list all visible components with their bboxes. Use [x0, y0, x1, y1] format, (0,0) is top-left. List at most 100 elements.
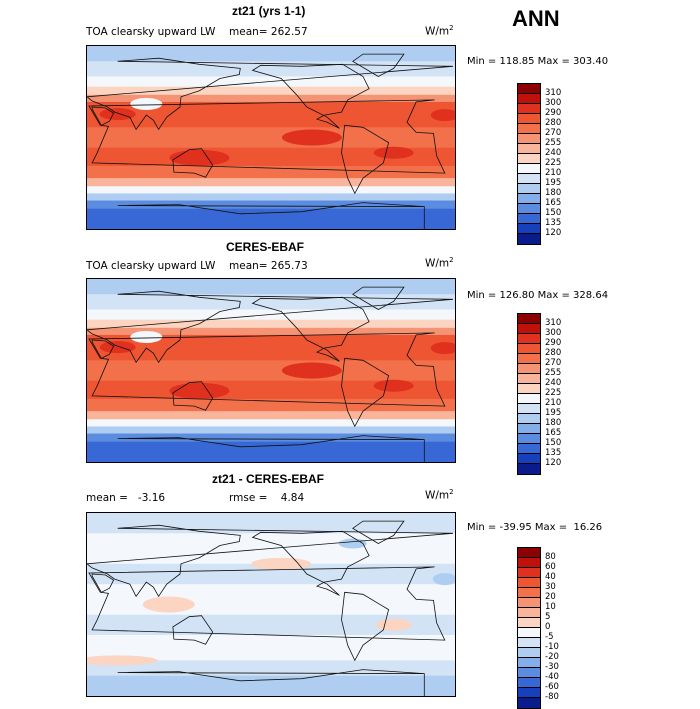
colorbar-swatch — [518, 94, 540, 104]
coastline — [352, 286, 405, 310]
colorbar-tick-label: 300 — [545, 328, 562, 338]
coastline — [88, 566, 446, 641]
panel-2-colorbar — [517, 313, 541, 475]
field-band — [87, 675, 455, 696]
colorbar-tick-label: 210 — [545, 398, 562, 408]
colorbar-tick-label: 300 — [545, 98, 562, 108]
coastline — [341, 124, 390, 195]
colorbar-swatch — [518, 84, 540, 94]
coastline — [172, 615, 214, 645]
colorbar-swatch — [518, 434, 540, 444]
field-feature — [87, 655, 158, 666]
colorbar-tick-label: 270 — [545, 128, 562, 138]
map-field — [87, 513, 455, 696]
colorbar-swatch — [518, 164, 540, 174]
colorbar-tick-label: 195 — [545, 408, 562, 418]
coastline — [251, 63, 370, 129]
colorbar-tick-label: 225 — [545, 158, 562, 168]
season-label: ANN — [512, 6, 560, 31]
colorbar-swatch — [518, 588, 540, 598]
colorbar-tick-label: 280 — [545, 348, 562, 358]
colorbar-tick-label: 240 — [545, 148, 562, 158]
colorbar-swatch — [518, 234, 540, 244]
panel-1-field: TOA clearsky upward LW — [86, 26, 216, 38]
colorbar-swatch — [518, 184, 540, 194]
colorbar-tick-label: 120 — [545, 228, 562, 238]
colorbar-tick-label: 210 — [545, 168, 562, 178]
colorbar-swatch — [518, 678, 540, 688]
field-band — [87, 279, 455, 295]
field-feature — [169, 149, 230, 166]
colorbar-swatch — [518, 648, 540, 658]
colorbar-tick-label: 290 — [545, 108, 562, 118]
field-band — [87, 614, 455, 636]
colorbar-tick-label: -60 — [545, 682, 559, 692]
field-feature — [373, 146, 414, 159]
colorbar-tick-label: 165 — [545, 428, 562, 438]
coastline — [251, 530, 370, 596]
coastline — [172, 148, 214, 178]
colorbar-tick-label: -80 — [545, 692, 559, 702]
panel-2-mean: mean= 265.73 — [229, 260, 308, 272]
colorbar-tick-label: 5 — [545, 612, 551, 622]
panel-3-rmse: rmse = 4.84 — [229, 492, 305, 504]
panel-3-map — [86, 512, 456, 697]
colorbar-swatch — [518, 464, 540, 474]
field-band — [87, 426, 455, 435]
colorbar-tick-label: 150 — [545, 208, 562, 218]
panel-3-units: W/m2 — [425, 488, 454, 502]
field-feature — [432, 573, 455, 586]
field-band — [87, 127, 455, 149]
colorbar-swatch — [518, 214, 540, 224]
coastline — [88, 99, 446, 174]
colorbar-swatch — [518, 144, 540, 154]
colorbar-tick-label: -10 — [545, 642, 559, 652]
coastline — [117, 202, 425, 229]
colorbar-swatch — [518, 354, 540, 364]
panel-3-mean: mean = -3.16 — [86, 492, 166, 504]
coastline — [87, 57, 454, 131]
colorbar-tick-label: 135 — [545, 218, 562, 228]
field-band — [87, 327, 455, 336]
colorbar-tick-label: 180 — [545, 418, 562, 428]
colorbar-tick-label: 310 — [545, 318, 562, 328]
colorbar-swatch — [518, 374, 540, 384]
field-feature — [99, 341, 136, 354]
colorbar-swatch — [518, 114, 540, 124]
colorbar-tick-label: 150 — [545, 438, 562, 448]
colorbar-swatch — [518, 548, 540, 558]
colorbar-swatch — [518, 194, 540, 204]
colorbar-swatch — [518, 124, 540, 134]
colorbar-swatch — [518, 394, 540, 404]
colorbar-swatch — [518, 424, 540, 434]
field-band — [87, 433, 455, 443]
coastline — [91, 106, 115, 126]
coastline — [117, 435, 425, 462]
colorbar-swatch — [518, 688, 540, 698]
colorbar-tick-label: 280 — [545, 118, 562, 128]
field-band — [87, 660, 455, 677]
field-band — [87, 360, 455, 382]
panel-2-units: W/m2 — [425, 256, 454, 270]
coastline — [172, 381, 214, 411]
panel-1-colorbar — [517, 83, 541, 245]
coastline — [117, 669, 425, 696]
field-feature — [281, 129, 342, 146]
field-band — [87, 46, 455, 62]
colorbar-swatch — [518, 454, 540, 464]
field-feature — [373, 379, 414, 392]
colorbar-tick-label: 40 — [545, 572, 556, 582]
field-feature — [169, 382, 230, 399]
field-band — [87, 635, 455, 661]
colorbar-swatch — [518, 174, 540, 184]
colorbar-swatch — [518, 334, 540, 344]
field-band — [87, 165, 455, 179]
field-feature — [99, 108, 136, 121]
panel-1-colorbar-labels: 310 300 290 280 270 255 240 225 210 195 180 165 150 1… — [545, 88, 561, 238]
colorbar-swatch — [518, 618, 540, 628]
field-feature — [375, 618, 412, 631]
panel-3-minmax: Min = -39.95 Max = 16.26 — [467, 522, 603, 533]
colorbar-swatch — [518, 324, 540, 334]
colorbar-tick-label: 180 — [545, 188, 562, 198]
panel-1-minmax: Min = 118.85 Max = 303.40 — [467, 56, 609, 67]
